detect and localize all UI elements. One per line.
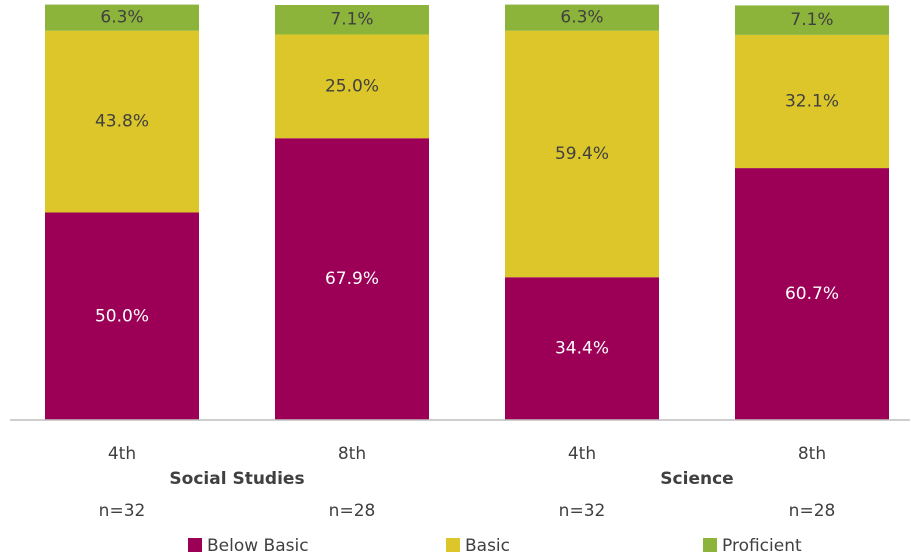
legend-label-below-basic: Below Basic — [207, 536, 309, 556]
n-label-1: n=28 — [329, 501, 376, 521]
group-label-0: Social Studies — [169, 469, 304, 489]
bar-segment-proficient-2 — [505, 4, 659, 31]
bar-segment-proficient-0 — [45, 4, 199, 31]
bar-segment-basic-1 — [275, 34, 429, 139]
x-tick-label-1: 8th — [338, 444, 366, 464]
x-tick-label-2: 4th — [568, 444, 596, 464]
bar-segment-below-basic-2 — [505, 277, 659, 420]
n-label-0: n=32 — [99, 501, 146, 521]
data-label-basic-2: 59.4% — [555, 144, 609, 164]
group-labels: Social Studies Science — [169, 469, 733, 489]
data-label-below-basic-1: 67.9% — [325, 269, 379, 289]
data-label-below-basic-2: 34.4% — [555, 339, 609, 359]
data-label-proficient-1: 7.1% — [330, 10, 373, 30]
data-label-below-basic-0: 50.0% — [95, 306, 149, 326]
legend: Below Basic Basic Proficient — [188, 536, 802, 556]
legend-label-proficient: Proficient — [722, 536, 802, 556]
n-label-2: n=32 — [559, 501, 606, 521]
n-label-3: n=28 — [789, 501, 836, 521]
bar-segment-basic-2 — [505, 30, 659, 278]
data-label-basic-1: 25.0% — [325, 76, 379, 96]
data-label-proficient-3: 7.1% — [790, 10, 833, 30]
legend-swatch-below-basic — [188, 538, 202, 552]
bars-layer: 50.0% 43.8% 6.3% 67.9% 25.0% 7.1% 34.4% 59.4% 6.… — [45, 4, 889, 420]
legend-swatch-basic — [446, 538, 460, 552]
x-tick-labels: 4th 8th 4th 8th — [108, 444, 826, 464]
bar-segment-below-basic-3 — [735, 168, 889, 420]
data-label-proficient-0: 6.3% — [100, 8, 143, 28]
data-label-proficient-2: 6.3% — [560, 8, 603, 28]
bar-segment-basic-0 — [45, 30, 199, 213]
data-label-basic-0: 43.8% — [95, 112, 149, 132]
bar-segment-below-basic-0 — [45, 212, 199, 420]
x-tick-label-3: 8th — [798, 444, 826, 464]
n-labels: n=32 n=28 n=32 n=28 — [99, 501, 836, 521]
bar-segment-proficient-1 — [275, 5, 429, 35]
bar-segment-proficient-3 — [735, 5, 889, 35]
legend-label-basic: Basic — [465, 536, 510, 556]
group-label-1: Science — [660, 469, 733, 489]
bar-segment-below-basic-1 — [275, 138, 429, 420]
legend-swatch-proficient — [703, 538, 717, 552]
data-label-basic-3: 32.1% — [785, 91, 839, 111]
bar-segment-basic-3 — [735, 34, 889, 169]
data-label-below-basic-3: 60.7% — [785, 284, 839, 304]
x-tick-label-0: 4th — [108, 444, 136, 464]
